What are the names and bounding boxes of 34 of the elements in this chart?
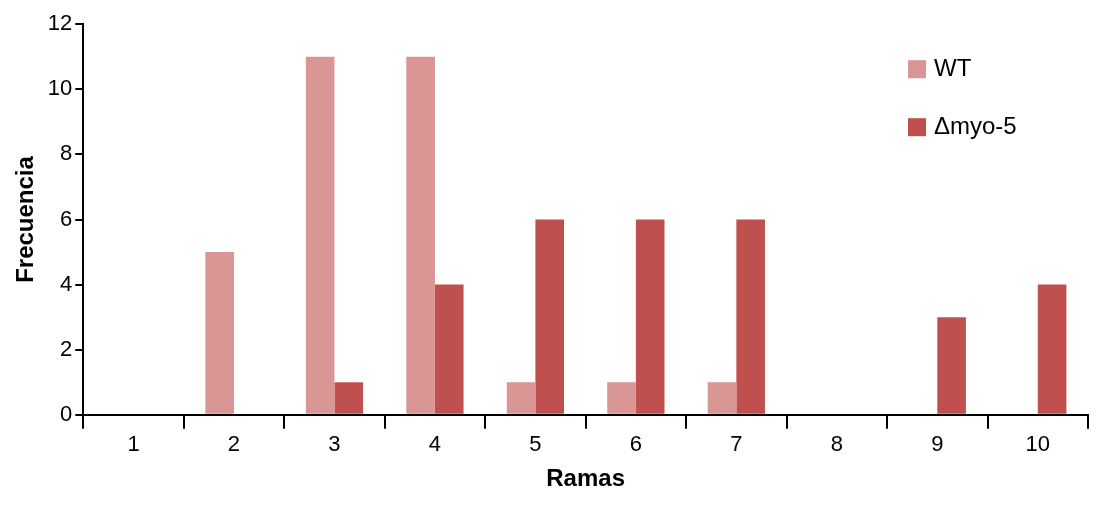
y-tick-label: 12: [47, 10, 73, 36]
bar: [506, 382, 536, 414]
x-tick-label: 4: [428, 431, 442, 457]
y-tick-label: 6: [60, 205, 73, 231]
x-tick-label: 7: [730, 431, 743, 457]
x-tick-label: 5: [529, 431, 542, 457]
y-tick-label: 8: [60, 140, 73, 166]
bar: [535, 219, 565, 414]
y-axis-title: Frecuencia: [11, 155, 39, 283]
bar: [205, 252, 234, 414]
bar: [1037, 284, 1067, 414]
x-axis-title: Ramas: [546, 464, 625, 492]
bar: [937, 317, 966, 414]
x-tick-label: 2: [227, 431, 241, 457]
y-tick-label: 2: [60, 335, 73, 361]
bar: [434, 284, 464, 414]
x-tick-label: 1: [127, 431, 140, 457]
y-tick-label: 10: [47, 75, 73, 101]
bar: [334, 382, 364, 414]
bar: [707, 382, 737, 414]
legend-label: WT: [934, 53, 972, 81]
bar: [607, 382, 636, 414]
x-tick-label: 9: [931, 431, 944, 457]
y-tick-label: 4: [60, 270, 73, 296]
legend-label: Δmyo-5: [934, 111, 1017, 139]
x-tick-label: 3: [328, 431, 341, 457]
x-tick-label: 6: [629, 431, 642, 457]
y-tick-label: 0: [60, 400, 73, 426]
bar: [305, 56, 335, 414]
bar: [635, 219, 665, 414]
x-tick-label: 10: [1025, 431, 1051, 457]
x-tick-label: 8: [830, 431, 843, 457]
bar: [406, 56, 435, 414]
bar: [736, 219, 765, 414]
